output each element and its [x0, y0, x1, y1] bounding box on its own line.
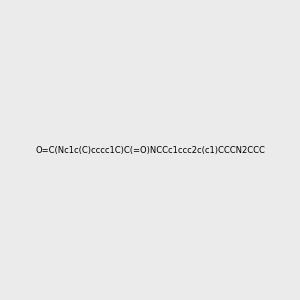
Text: O=C(Nc1c(C)cccc1C)C(=O)NCCc1ccc2c(c1)CCCN2CCC: O=C(Nc1c(C)cccc1C)C(=O)NCCc1ccc2c(c1)CCC…	[35, 146, 265, 154]
